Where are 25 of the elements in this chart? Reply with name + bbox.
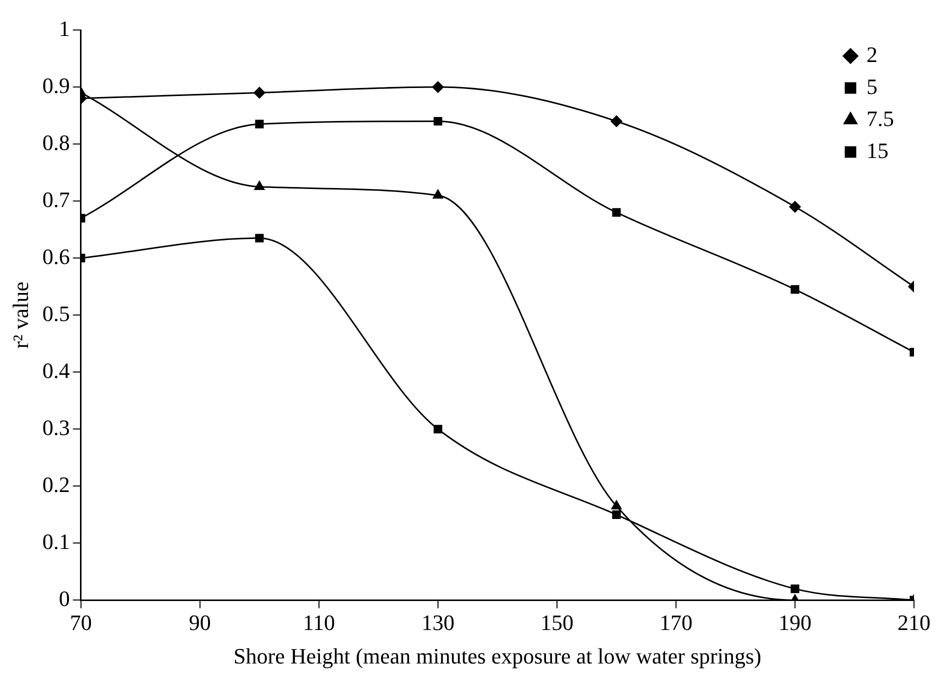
y-tick-label: 0.7	[42, 186, 70, 212]
y-axis-title: r² value	[8, 282, 33, 349]
x-tick-label: 110	[302, 610, 336, 636]
legend-label: 15	[866, 138, 888, 163]
y-tick-label: 0.2	[42, 472, 70, 497]
x-tick-label: 210	[898, 610, 930, 636]
y-tick-label: 0.4	[42, 358, 70, 383]
y-tick-label: 0.9	[42, 72, 70, 98]
y-tick-label: 0	[58, 586, 70, 611]
y-tick-label: 0.1	[42, 528, 70, 554]
x-tick-label: 70	[70, 610, 92, 636]
x-tick-label: 190	[778, 610, 812, 636]
x-tick-label: 170	[659, 610, 692, 636]
legend-label: 5	[866, 74, 878, 99]
y-tick-label: 0.3	[42, 414, 70, 440]
y-tick-label: 0.5	[42, 300, 70, 326]
legend-label: 2	[866, 42, 878, 67]
x-axis-title: Shore Height (mean minutes exposure at low water springs)	[234, 644, 762, 669]
legend-label: 7.5	[866, 106, 894, 131]
x-tick-label: 90	[188, 610, 211, 636]
y-tick-label: 0.6	[42, 244, 70, 269]
y-tick-label: 0.8	[42, 130, 70, 155]
x-tick-label: 150	[540, 610, 574, 636]
x-tick-label: 130	[421, 610, 454, 636]
y-tick-label: 1	[58, 16, 70, 41]
